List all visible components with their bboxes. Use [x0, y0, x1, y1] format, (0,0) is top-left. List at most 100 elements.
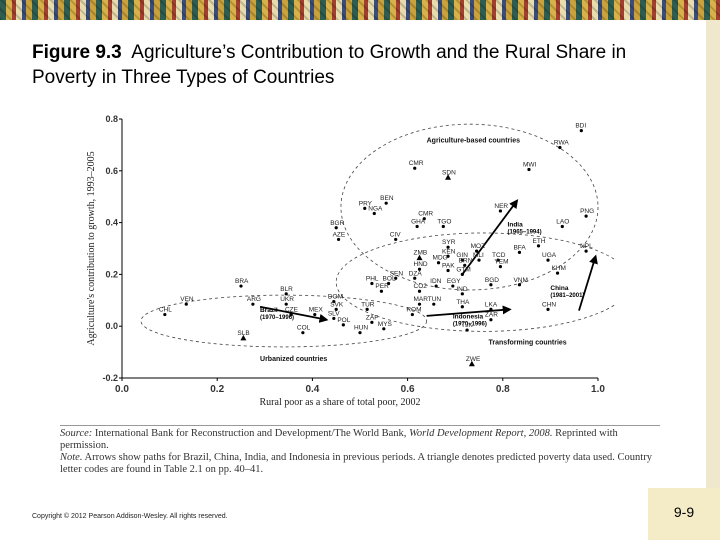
data-point	[460, 305, 464, 309]
data-point	[555, 271, 560, 275]
y-tick-label: 0.2	[105, 269, 118, 279]
data-point	[358, 331, 362, 335]
data-point	[496, 258, 500, 262]
data-point	[365, 307, 369, 311]
data-point	[370, 320, 374, 324]
x-tick-label: 0.4	[305, 384, 319, 395]
point-label: SVK	[330, 301, 344, 308]
point-label: TGO	[437, 218, 451, 225]
data-point	[336, 237, 341, 242]
data-point	[382, 327, 386, 331]
point-label: CZE	[285, 307, 299, 314]
point-label: MYS	[378, 321, 393, 328]
x-tick-label: 0.8	[496, 384, 510, 395]
point-label: PHL	[366, 275, 379, 282]
point-label: BEN	[380, 195, 394, 202]
data-point	[536, 244, 541, 248]
point-label: PRY	[359, 200, 373, 207]
point-label: ARG	[247, 296, 261, 303]
point-label: ZAR	[485, 312, 498, 319]
data-point	[251, 302, 255, 306]
y-tick-label: 0.8	[105, 114, 118, 124]
point-label: NPL	[580, 243, 593, 250]
point-label: CIV	[390, 231, 402, 238]
path-arrow	[461, 199, 519, 275]
data-point	[370, 281, 374, 286]
data-point	[184, 302, 188, 306]
data-point	[332, 316, 336, 321]
note-label: Note.	[60, 452, 83, 463]
point-label: SLV	[328, 310, 340, 317]
point-label: POL	[337, 317, 350, 324]
point-label: BFA	[513, 244, 526, 251]
y-tick-label: 0.4	[105, 218, 118, 228]
figure-title: Figure 9.3 Agriculture’s Contribution to…	[32, 40, 692, 90]
x-tick-label: 0.0	[115, 384, 129, 395]
point-label: ZAF	[366, 314, 378, 321]
path-label: Brazil	[260, 307, 278, 314]
data-point-triangle	[468, 360, 475, 367]
figure-title-text: Agriculture’s Contribution to Growth and…	[32, 42, 627, 88]
point-label: GIN	[456, 252, 468, 259]
point-label: PER	[375, 283, 389, 290]
decorative-top-band	[0, 0, 720, 20]
data-point	[379, 289, 384, 293]
data-point	[341, 323, 345, 327]
path-label: India	[508, 221, 524, 228]
data-point	[560, 224, 564, 229]
point-label: ROM	[406, 307, 421, 314]
point-label: CO2	[414, 283, 428, 290]
figure-label: Figure 9.3	[32, 42, 122, 63]
point-label: BDI	[575, 123, 586, 130]
point-label: KHM	[552, 265, 566, 272]
y-tick-label: 0.0	[105, 321, 118, 331]
page-number: 9-9	[673, 504, 695, 520]
y-axis-label: Agriculture's contribution to growth, 19…	[86, 151, 97, 345]
data-point	[386, 281, 391, 286]
data-point	[301, 331, 305, 335]
page-number-box: 9-9	[648, 488, 720, 540]
point-label: MWI	[523, 162, 537, 169]
path-period: (1965–1994)	[508, 229, 542, 235]
data-point	[527, 167, 531, 172]
data-point	[334, 307, 338, 311]
data-point	[239, 284, 243, 288]
point-label: HUN	[354, 325, 368, 332]
data-point	[441, 224, 445, 229]
point-label: UGA	[542, 252, 557, 259]
group-ellipse	[340, 123, 599, 291]
data-point	[584, 249, 588, 253]
point-label: MDG	[433, 255, 448, 262]
point-label: SEN	[390, 270, 404, 277]
point-label: COL	[297, 325, 311, 332]
point-label: ETH	[533, 238, 546, 245]
data-point	[384, 201, 388, 205]
point-label: DZA	[409, 270, 423, 277]
data-point	[284, 292, 288, 296]
point-label: UKR	[280, 296, 294, 303]
data-point	[460, 258, 464, 262]
source-label: Source:	[60, 428, 93, 439]
point-label: BLR	[280, 286, 293, 293]
data-point	[422, 217, 426, 221]
point-label: NGA	[368, 206, 383, 213]
point-label: TUN	[428, 296, 442, 303]
group-ellipse	[335, 232, 616, 332]
data-point-triangle	[240, 334, 247, 341]
source-note: Source: International Bank for Reconstru…	[60, 425, 660, 476]
data-point	[334, 226, 338, 230]
data-point	[463, 263, 467, 267]
point-label: CMR	[418, 211, 433, 218]
data-point-triangle	[445, 174, 452, 180]
path-period: (1970–1996)	[453, 321, 487, 327]
point-label: CMR	[409, 160, 424, 167]
group-label: Urbanized countries	[260, 356, 327, 363]
point-label: CHN	[542, 301, 556, 308]
point-label: SYR	[442, 239, 456, 246]
point-label: MLI	[473, 252, 484, 259]
data-point	[446, 254, 450, 258]
data-point	[451, 284, 455, 288]
data-point	[558, 145, 562, 150]
point-label: DOM	[328, 294, 343, 301]
point-label: EGY	[447, 278, 461, 285]
